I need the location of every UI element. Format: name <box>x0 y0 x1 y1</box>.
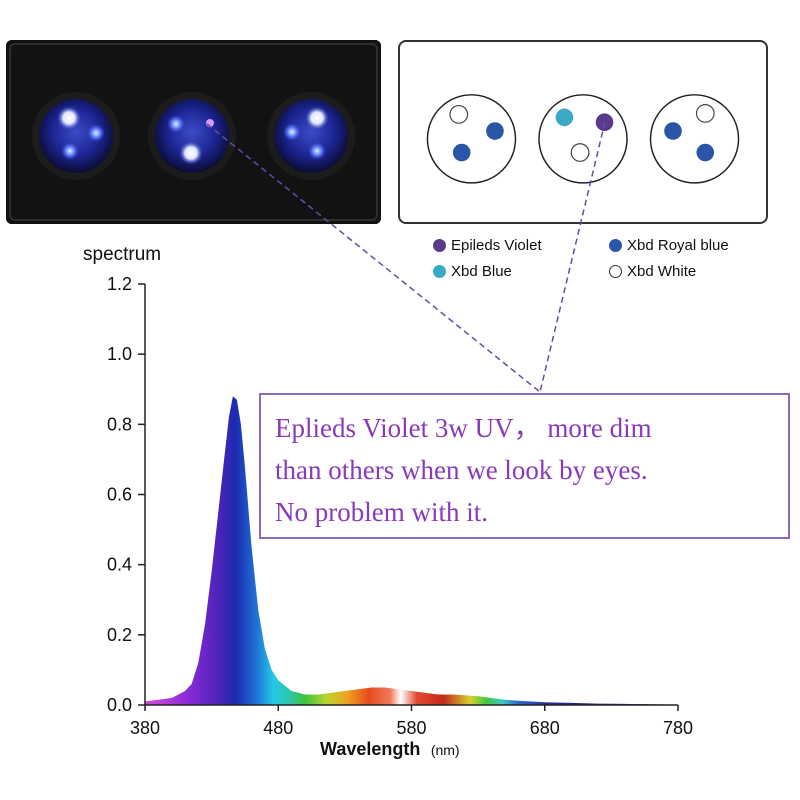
x-tick-label: 380 <box>130 718 160 738</box>
diagram-module-left <box>426 94 517 184</box>
x-tick-label: 580 <box>396 718 426 738</box>
led-fixture-image <box>6 40 381 224</box>
x-tick-label: 680 <box>530 718 560 738</box>
led-module-center <box>148 92 236 180</box>
legend-xbd-blue: Xbd Blue <box>433 263 512 280</box>
legend-xbd-white: Xbd White <box>609 263 696 280</box>
legend-epileds-violet: Epileds Violet <box>433 237 542 254</box>
y-tick-label: 1.0 <box>107 344 132 364</box>
white-dot-icon <box>609 265 622 278</box>
legend-label: Xbd Royal blue <box>627 237 729 254</box>
legend-label: Xbd White <box>627 263 697 280</box>
y-tick-label: 0.6 <box>107 485 132 505</box>
y-tick-label: 0.2 <box>107 625 132 645</box>
y-tick-label: 0.0 <box>107 695 132 715</box>
leader-line-violet <box>206 123 541 393</box>
led-module-right <box>267 92 355 180</box>
x-tick-label: 780 <box>663 718 693 738</box>
y-tick-label: 1.2 <box>107 274 132 294</box>
legend-label: Epileds Violet <box>451 237 542 254</box>
led-fixture-photo <box>6 40 381 224</box>
x-axis-unit: (nm) <box>431 742 460 758</box>
note-line-2: than others when we look by eyes. <box>275 455 648 485</box>
note-line-1: Eplieds Violet 3w UV， more dim <box>275 413 652 443</box>
x-axis-title: Wavelength <box>320 739 420 759</box>
blue-dot-icon <box>433 265 446 278</box>
y-tick-label: 0.8 <box>107 414 132 434</box>
y-tick-label: 0.4 <box>107 555 132 575</box>
royal-blue-dot-icon <box>609 239 622 252</box>
chart-title: spectrum <box>83 244 161 265</box>
legend-xbd-royal-blue: Xbd Royal blue <box>609 237 729 254</box>
annotation-note: Eplieds Violet 3w UV， more dim than othe… <box>259 393 790 539</box>
leader-line-diagram <box>539 121 606 393</box>
spectrum-area <box>145 396 678 705</box>
led-module-left <box>32 92 120 180</box>
legend-label: Xbd Blue <box>451 263 512 280</box>
diagram-module-right <box>649 94 740 184</box>
x-tick-label: 480 <box>263 718 293 738</box>
violet-dot-icon <box>433 239 446 252</box>
x-axis-label: Wavelength (nm) <box>320 739 460 759</box>
note-line-3: No problem with it. <box>275 497 488 527</box>
led-layout-diagram <box>398 40 768 224</box>
